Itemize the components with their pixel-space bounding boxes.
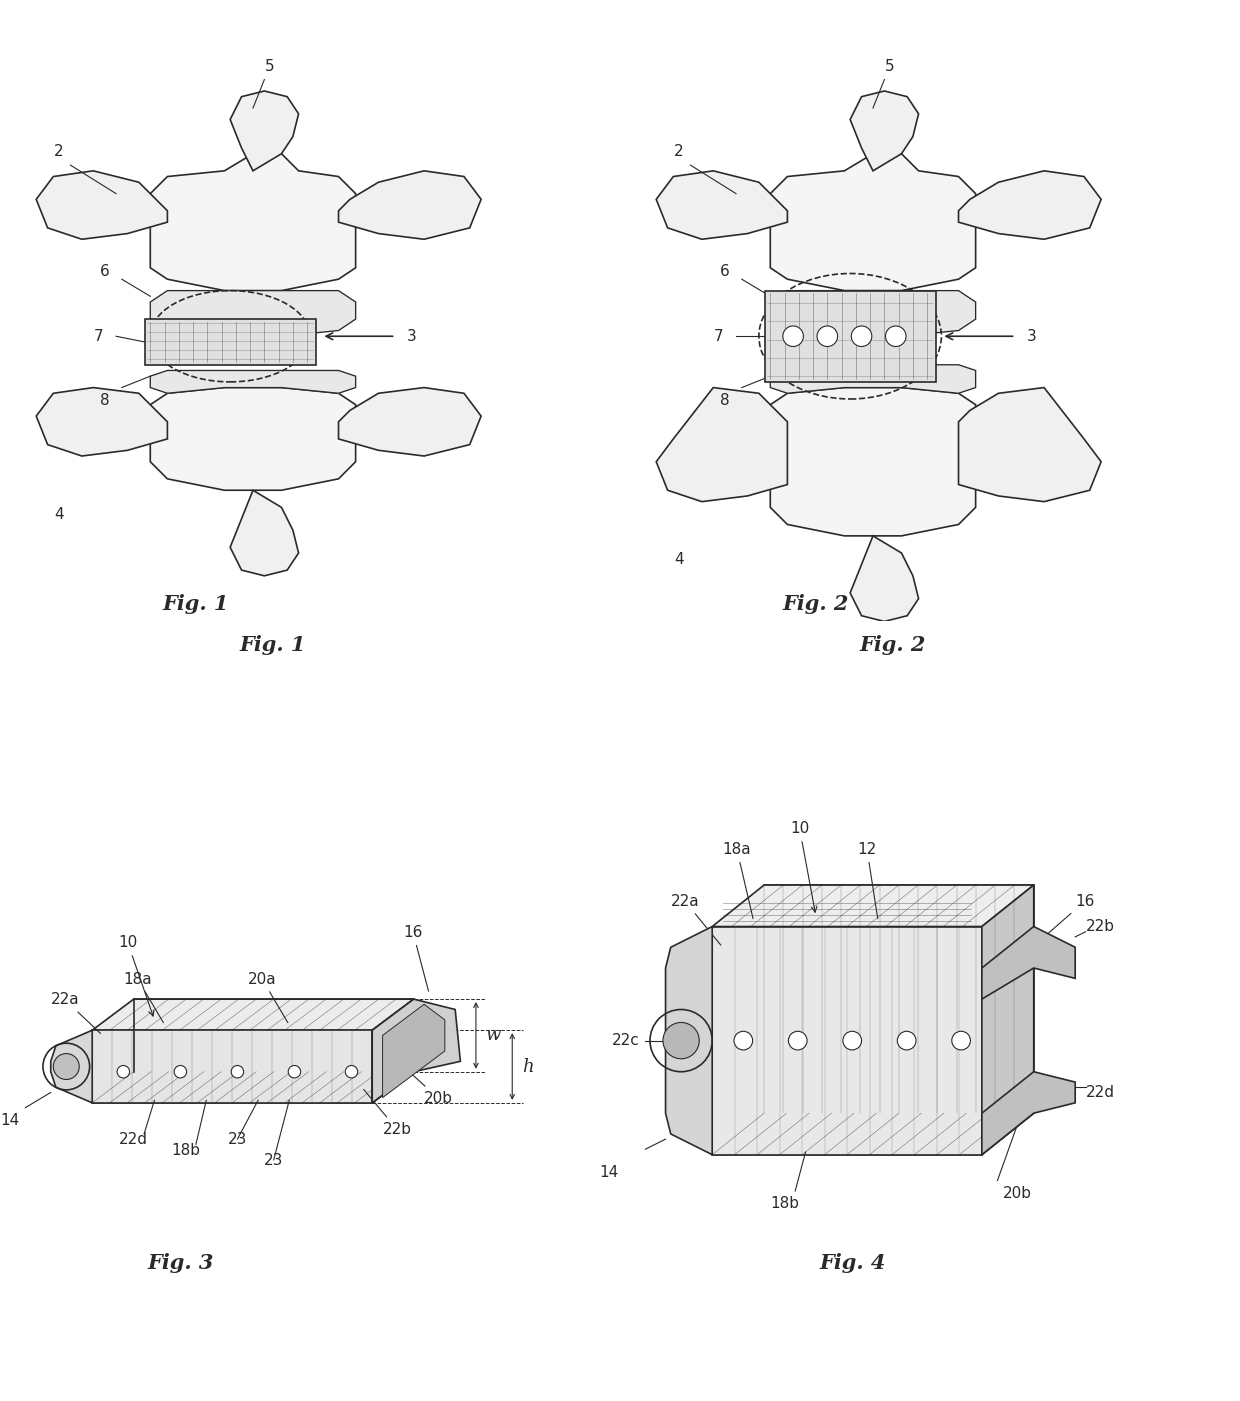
Polygon shape — [982, 926, 1075, 999]
Text: 22b: 22b — [1085, 919, 1115, 934]
Text: Fig. 1: Fig. 1 — [162, 594, 229, 614]
Text: 16: 16 — [1047, 894, 1095, 934]
Text: 8: 8 — [100, 394, 109, 408]
Circle shape — [663, 1023, 699, 1059]
Polygon shape — [712, 885, 1034, 926]
Circle shape — [817, 326, 837, 346]
Text: 22a: 22a — [51, 992, 100, 1034]
Text: h: h — [522, 1058, 534, 1076]
Text: 18a: 18a — [723, 842, 753, 919]
Polygon shape — [656, 171, 787, 240]
Text: 12: 12 — [857, 842, 878, 919]
Text: 16: 16 — [403, 925, 429, 992]
Circle shape — [852, 326, 872, 346]
Text: 20a: 20a — [248, 971, 288, 1023]
Polygon shape — [339, 388, 481, 455]
Text: 14: 14 — [0, 1114, 20, 1128]
Text: 4: 4 — [675, 552, 683, 567]
Polygon shape — [36, 388, 167, 455]
Circle shape — [898, 1031, 916, 1049]
Text: 10: 10 — [118, 936, 154, 1016]
Text: 5: 5 — [885, 59, 895, 74]
Polygon shape — [36, 171, 167, 240]
Polygon shape — [959, 388, 1101, 502]
Polygon shape — [666, 926, 712, 1154]
Polygon shape — [231, 91, 299, 171]
Text: 22a: 22a — [671, 894, 720, 946]
Text: 22d: 22d — [119, 1132, 149, 1147]
Polygon shape — [770, 154, 976, 290]
Circle shape — [174, 1066, 186, 1077]
Polygon shape — [982, 1072, 1075, 1154]
Bar — [145, 319, 316, 364]
Text: w: w — [486, 1027, 502, 1044]
Polygon shape — [712, 926, 982, 1154]
Circle shape — [782, 326, 804, 346]
Text: 20b: 20b — [405, 1069, 453, 1105]
Text: Fig. 2: Fig. 2 — [782, 594, 849, 614]
Text: 6: 6 — [719, 265, 729, 279]
Polygon shape — [770, 364, 976, 394]
Circle shape — [952, 1031, 971, 1049]
Text: 4: 4 — [55, 507, 63, 521]
Text: 7: 7 — [94, 329, 104, 343]
Text: 20b: 20b — [1003, 1185, 1032, 1201]
Circle shape — [345, 1066, 357, 1077]
Polygon shape — [770, 388, 976, 535]
Text: 7: 7 — [714, 329, 724, 343]
Polygon shape — [92, 1030, 372, 1103]
Circle shape — [885, 326, 906, 346]
Polygon shape — [712, 1114, 1034, 1154]
Text: 6: 6 — [99, 265, 109, 279]
Polygon shape — [51, 1030, 92, 1103]
Text: 22d: 22d — [1085, 1084, 1115, 1100]
Bar — [765, 290, 936, 382]
Text: 2: 2 — [55, 144, 63, 160]
Polygon shape — [339, 171, 481, 240]
Polygon shape — [150, 290, 356, 336]
Circle shape — [734, 1031, 753, 1049]
Polygon shape — [92, 999, 414, 1030]
Polygon shape — [851, 91, 919, 171]
Circle shape — [53, 1054, 79, 1080]
Polygon shape — [150, 370, 356, 394]
Polygon shape — [383, 1005, 445, 1097]
Text: 18a: 18a — [123, 971, 164, 1023]
Text: Fig. 2: Fig. 2 — [859, 636, 926, 656]
Text: 18b: 18b — [770, 1196, 800, 1212]
Circle shape — [843, 1031, 862, 1049]
Circle shape — [117, 1066, 129, 1077]
Polygon shape — [92, 1072, 414, 1103]
Polygon shape — [372, 999, 460, 1103]
Polygon shape — [770, 290, 976, 336]
Polygon shape — [372, 999, 414, 1103]
Circle shape — [789, 1031, 807, 1049]
Text: Fig. 4: Fig. 4 — [820, 1252, 885, 1272]
Text: 3: 3 — [407, 329, 417, 343]
Text: 8: 8 — [720, 394, 729, 408]
Circle shape — [288, 1066, 300, 1077]
Polygon shape — [982, 885, 1034, 1154]
Text: Fig. 1: Fig. 1 — [239, 636, 306, 656]
Polygon shape — [150, 154, 356, 290]
Circle shape — [231, 1066, 243, 1077]
Text: Fig. 3: Fig. 3 — [148, 1252, 213, 1272]
Text: 3: 3 — [1027, 329, 1037, 343]
Text: 2: 2 — [675, 144, 683, 160]
Polygon shape — [959, 171, 1101, 240]
Polygon shape — [231, 490, 299, 576]
Text: 10: 10 — [790, 821, 817, 912]
Text: 22b: 22b — [363, 1090, 412, 1138]
Polygon shape — [150, 388, 356, 490]
Text: 18b: 18b — [171, 1143, 200, 1157]
Text: 23: 23 — [228, 1132, 247, 1147]
Polygon shape — [764, 885, 1034, 1114]
Text: 23: 23 — [264, 1153, 284, 1168]
Text: 14: 14 — [600, 1166, 619, 1180]
Text: 22c: 22c — [611, 1033, 640, 1048]
Polygon shape — [851, 535, 919, 622]
Text: 5: 5 — [265, 59, 275, 74]
Polygon shape — [656, 388, 787, 502]
